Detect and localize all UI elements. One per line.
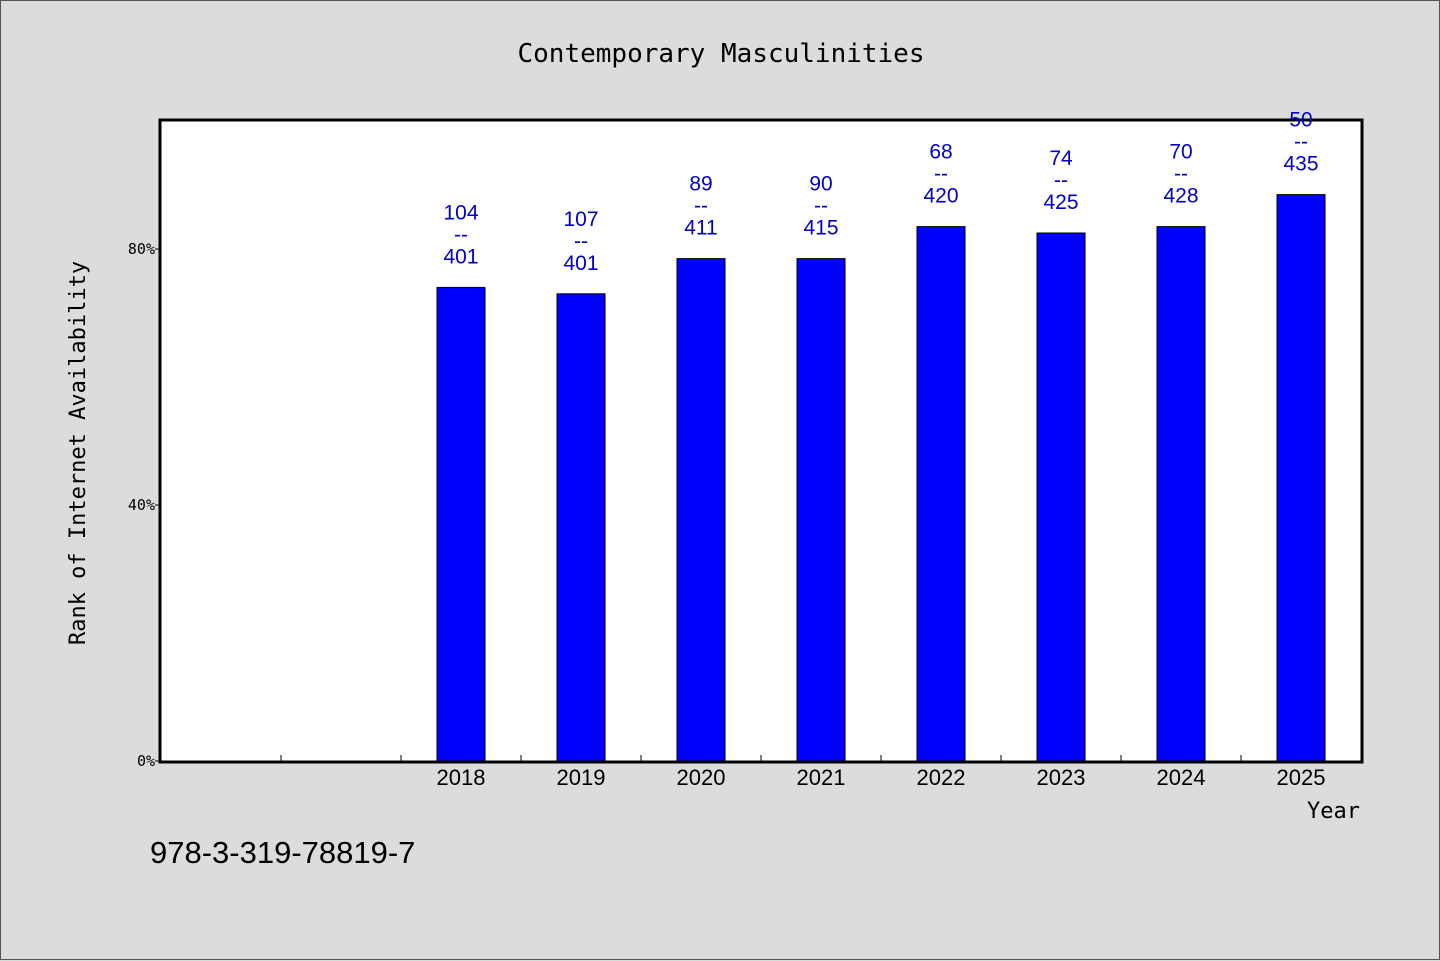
bar	[1036, 232, 1086, 762]
bar	[556, 293, 606, 762]
data-label-rank: 50	[1289, 109, 1312, 132]
x-axis-label: Year	[1307, 799, 1360, 824]
data-label-rank: 107	[563, 208, 598, 231]
x-tick-label: 2019	[557, 765, 606, 790]
data-label-rank: 104	[443, 201, 478, 224]
bar	[1276, 194, 1326, 762]
data-label-total: 401	[443, 245, 478, 268]
bar	[796, 258, 846, 762]
bar	[436, 286, 486, 762]
x-tick-label: 2021	[797, 765, 846, 790]
data-label-rank: 74	[1049, 147, 1073, 170]
data-label-rank: 90	[809, 173, 832, 196]
data-label-rank: 70	[1169, 141, 1192, 164]
isbn-footer: 978-3-319-78819-7	[150, 835, 416, 870]
data-label-rank: 68	[929, 141, 952, 164]
data-label-separator: --	[1054, 169, 1068, 192]
x-tick-label: 2022	[917, 765, 966, 790]
x-tick-label: 2025	[1277, 765, 1326, 790]
data-label-separator: --	[694, 195, 708, 218]
data-label-separator: --	[814, 195, 828, 218]
x-tick-label: 2024	[1157, 765, 1206, 790]
data-label-rank: 89	[689, 173, 712, 196]
bar	[676, 258, 726, 762]
bar	[1156, 226, 1206, 762]
data-label-total: 428	[1163, 185, 1198, 208]
x-tick-label: 2018	[437, 765, 486, 790]
data-label-separator: --	[1294, 131, 1308, 154]
data-label-separator: --	[1174, 163, 1188, 186]
data-label-total: 415	[803, 217, 838, 240]
y-tick-label: 40%	[128, 496, 155, 514]
chart-marks: 0%40%80%2018104--4012019107--401202089--…	[128, 109, 1326, 790]
bar	[916, 226, 966, 762]
data-label-total: 401	[563, 252, 598, 275]
data-label-separator: --	[454, 223, 468, 246]
data-label-total: 425	[1043, 191, 1078, 214]
data-label-total: 435	[1283, 153, 1318, 176]
chart-title: Contemporary Masculinities	[518, 39, 925, 69]
data-label-separator: --	[574, 230, 588, 253]
y-tick-label: 0%	[137, 752, 155, 770]
data-label-total: 411	[684, 217, 717, 240]
data-label-separator: --	[934, 163, 948, 186]
x-tick-label: 2020	[677, 765, 726, 790]
data-label-total: 420	[923, 185, 958, 208]
y-axis-label: Rank of Internet Availability	[66, 261, 91, 645]
x-tick-label: 2023	[1037, 765, 1086, 790]
y-tick-label: 80%	[128, 240, 155, 258]
